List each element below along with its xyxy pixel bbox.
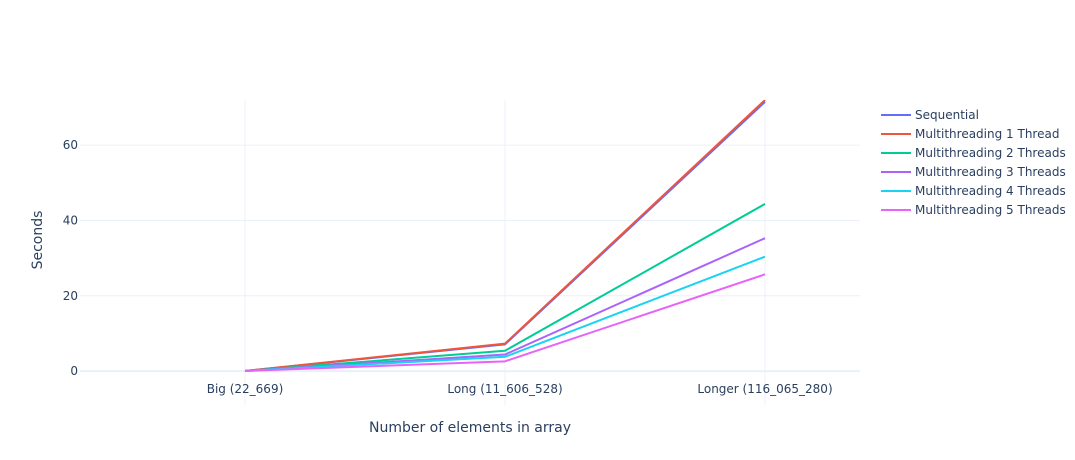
y-tick-label: 60 [63,138,78,152]
legend-label: Multithreading 2 Threads [915,146,1066,160]
x-axis-title: Number of elements in array [369,420,571,436]
legend-item[interactable]: Multithreading 3 Threads [881,165,1066,179]
series-line-3[interactable] [244,203,766,372]
y-tick-label: 20 [63,289,78,303]
legend-item[interactable]: Multithreading 5 Threads [881,203,1066,217]
legend-label: Sequential [915,108,979,122]
series-line-5[interactable] [244,255,766,372]
x-tick-label: Longer (116_065_280) [697,382,832,396]
series-line-2[interactable] [244,100,766,372]
legend-item[interactable]: Sequential [881,108,979,122]
series-line-6[interactable] [244,273,766,372]
x-tick-label: Big (22_669) [207,382,284,396]
grid-layer [80,100,860,405]
y-axis-title: Seconds [30,211,46,270]
series-layer [244,100,766,372]
legend[interactable]: Sequential Multithreading 1 Thread Multith… [881,108,1066,217]
legend-label: Multithreading 1 Thread [915,127,1059,141]
y-tick-labels: 0 20 40 60 [63,138,78,378]
x-tick-label: Long (11_606_528) [447,382,562,396]
legend-item[interactable]: Multithreading 4 Threads [881,184,1066,198]
y-tick-label: 40 [63,213,78,227]
legend-label: Multithreading 5 Threads [915,203,1066,217]
y-tick-label: 0 [70,364,78,378]
legend-label: Multithreading 3 Threads [915,165,1066,179]
x-tick-labels: Big (22_669) Long (11_606_528) Longer (116… [207,382,833,396]
legend-label: Multithreading 4 Threads [915,184,1066,198]
legend-item[interactable]: Multithreading 2 Threads [881,146,1066,160]
legend-item[interactable]: Multithreading 1 Thread [881,127,1059,141]
